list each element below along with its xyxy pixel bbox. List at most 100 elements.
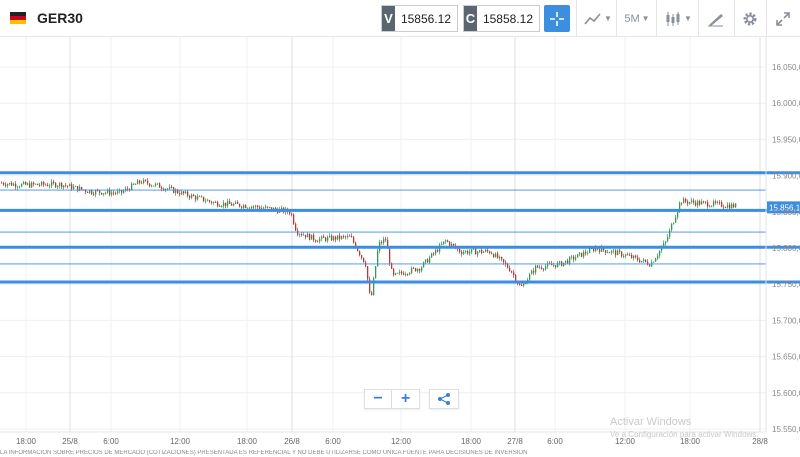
candle-body [709,206,711,208]
x-tick-label: 12:00 [391,437,412,446]
candle-body [351,236,353,238]
candle-body [81,186,83,190]
candle-body [181,191,183,195]
x-tick-label: 12:00 [615,437,636,446]
candle-body [619,250,621,252]
candle-body [75,185,77,187]
candle-body [321,236,323,239]
sell-price-button[interactable]: V 15856.12 [381,5,458,32]
candle-body [427,259,429,263]
zoom-out-button[interactable]: − [364,389,392,409]
candle-body [691,200,693,203]
candle-body [599,249,601,252]
candle-body [393,268,395,275]
candle-body [159,183,161,188]
candle-body [519,283,521,286]
candle-body [105,192,107,194]
candle-body [147,180,149,184]
candle-body [17,186,19,188]
timeframe-dropdown[interactable]: 5M ▼ [622,5,652,32]
candle-body [225,202,227,206]
candle-body [625,254,627,257]
candle-body [369,279,371,293]
candle-body [665,241,667,244]
candle-body [431,253,433,258]
candle-body [429,257,431,263]
candle-body [609,252,611,254]
candle-body [617,250,619,256]
candle-body [495,253,497,258]
candle-body [151,185,153,187]
drawing-tools-button[interactable] [703,5,729,32]
candle-body [363,257,365,263]
candle-body [247,207,249,209]
candle-body [183,191,185,194]
candle-body [329,235,331,238]
candle-body [153,185,155,187]
chart-type-dropdown[interactable]: ▼ [582,5,614,32]
x-tick-label: 18:00 [237,437,258,446]
share-button[interactable] [429,389,459,409]
fullscreen-button[interactable] [770,5,796,32]
candle-body [265,206,267,208]
price-chart[interactable]: 15.856,12 16.050,0 16.000,0 15.950,0 15.900… [0,37,800,457]
candle-body [489,251,491,254]
candle-body [581,252,583,257]
x-tick-label: 6:00 [103,437,119,446]
crosshair-button[interactable] [544,5,570,32]
candle-style-dropdown[interactable]: ▼ [662,5,694,32]
instrument-symbol[interactable]: GER30 [37,10,83,26]
buy-price-button[interactable]: C 15858.12 [463,5,540,32]
candle-body [261,207,263,209]
candle-body [671,224,673,231]
candle-body [9,182,11,185]
candle-body [131,183,133,191]
disclaimer-text: LA INFORMACIÓN SOBRE PRECIOS DE MERCADO … [0,450,528,456]
candle-body [673,222,675,225]
candle-body [339,235,341,239]
candle-body [325,237,327,241]
settings-button[interactable] [738,5,762,32]
candle-body [657,255,659,259]
candle-body [697,201,699,206]
zoom-in-button[interactable]: + [392,389,420,409]
candle-body [281,207,283,210]
candle-body [725,207,727,209]
candle-body [647,261,649,265]
candle-body [553,265,555,266]
candle-body [345,236,347,238]
x-tick-label: 6:00 [325,437,341,446]
candle-body [477,251,479,255]
candle-body [583,251,585,257]
candle-body [101,192,103,195]
candle-body [165,188,167,191]
candle-body [651,262,653,267]
share-icon [438,393,450,405]
candle-body [573,256,575,260]
candle-body [579,252,581,255]
candle-body [257,205,259,208]
drawing-tool-icon [708,13,723,26]
candle-body [111,192,113,195]
x-tick-label: 18:00 [461,437,482,446]
candle-body [189,195,191,198]
candle-body [201,196,203,198]
candle-body [333,236,335,241]
candle-body [89,190,91,193]
candle-body [149,183,151,187]
candle-body [621,251,623,257]
candle-body [309,233,311,240]
candle-body [497,253,499,259]
candle-body [711,205,713,207]
candle-body [559,261,561,263]
candle-body [557,262,559,268]
candle-body [539,267,541,269]
candle-body [437,249,439,252]
y-tick-label: 15.950,0 [772,135,800,144]
candle-body [595,247,597,251]
candle-body [701,201,703,205]
candle-body [551,263,553,266]
candle-body [717,202,719,203]
x-tick-label: 6:00 [547,437,563,446]
x-tick-label: 27/8 [507,437,523,446]
